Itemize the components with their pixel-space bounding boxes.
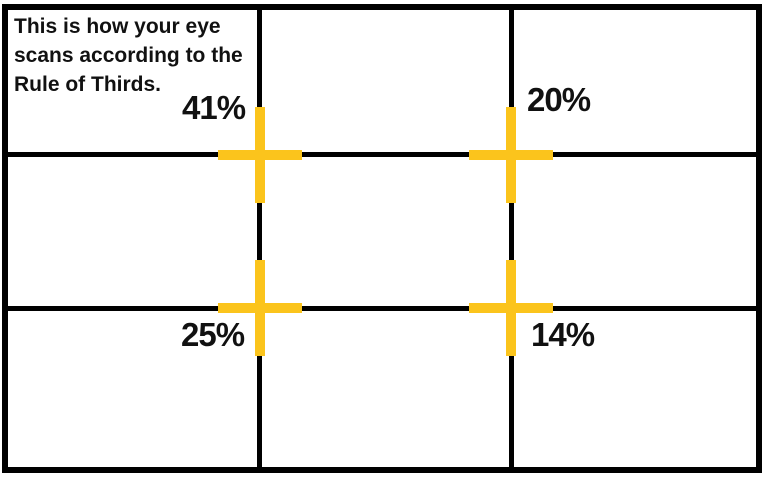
percentage-label-bottom-right: 14% [531, 316, 595, 353]
percentage-label-bottom-left: 25% [181, 316, 245, 353]
cross-marker-bottom-right-horizontal [469, 303, 553, 313]
cross-marker-top-right-horizontal [469, 150, 553, 160]
grid-horizontal-line-bottom [2, 306, 762, 311]
percentage-label-top-left: 41% [182, 89, 246, 126]
grid-horizontal-line-top [2, 152, 762, 157]
grid-vertical-line-left [257, 4, 262, 471]
grid-outer-border [2, 4, 762, 473]
caption-text: This is how your eye scans according to … [14, 15, 243, 96]
percentage-label-top-right: 20% [527, 81, 591, 118]
cross-marker-bottom-left-horizontal [218, 303, 302, 313]
grid-vertical-line-right [509, 4, 514, 471]
cross-marker-top-left-horizontal [218, 150, 302, 160]
